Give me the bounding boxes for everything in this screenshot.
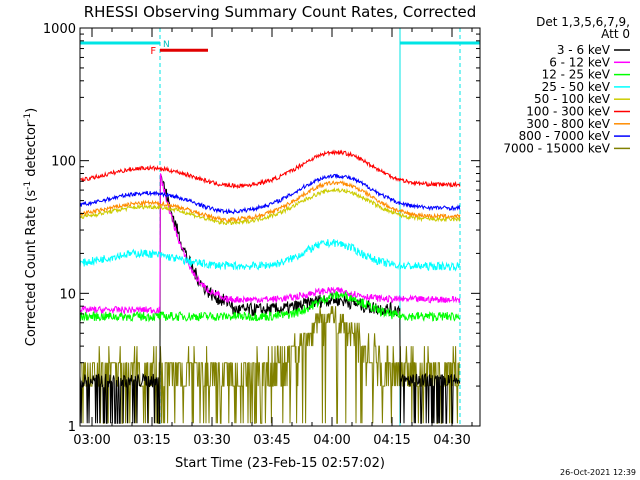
flag-label-n: N bbox=[163, 40, 170, 50]
chart-title: RHESSI Observing Summary Count Rates, Co… bbox=[84, 3, 477, 21]
y-axis-label-end: ) bbox=[24, 108, 39, 113]
legend-label: 7000 - 15000 keV bbox=[503, 141, 610, 155]
legend-label: 3 - 6 keV bbox=[557, 43, 611, 57]
x-tick-label: 04:30 bbox=[433, 433, 470, 448]
series-line-25-50keV bbox=[79, 239, 461, 272]
series-line-12-25keV bbox=[79, 289, 461, 323]
legend-label: 6 - 12 keV bbox=[549, 55, 611, 69]
legend-label: 50 - 100 keV bbox=[534, 92, 611, 106]
legend-header-line2: Att 0 bbox=[601, 27, 630, 41]
x-tick-label: 04:00 bbox=[313, 433, 350, 448]
x-axis-label: Start Time (23-Feb-15 02:57:02) bbox=[175, 456, 385, 471]
series-line-100-300keV bbox=[79, 149, 461, 190]
axis-ticks: 03:00 03:15 03:30 03:45 04:00 04:15 04:30 1 10 10… bbox=[43, 22, 480, 448]
y-axis-label-mid: detector bbox=[24, 121, 39, 181]
y-axis-label-main: Corrected Count Rate (s bbox=[24, 190, 39, 347]
legend-label: 100 - 300 keV bbox=[526, 105, 610, 119]
x-tick-label: 04:15 bbox=[373, 433, 410, 448]
y-axis-label-sup2: -1 bbox=[23, 113, 33, 122]
legend-header-line1: Det 1,3,5,6,7,9, bbox=[536, 15, 630, 29]
series-line-6-12keV bbox=[79, 173, 461, 315]
y-tick-label: 1000 bbox=[43, 22, 76, 37]
x-tick-label: 03:45 bbox=[253, 433, 290, 448]
series-line-800-7000keV bbox=[79, 173, 461, 215]
y-axis-label: Corrected Count Rate (s-1 detector-1) bbox=[23, 108, 39, 346]
plot-frame bbox=[79, 27, 481, 427]
y-axis-label-sup1: -1 bbox=[23, 181, 33, 190]
y-tick-label: 1 bbox=[68, 420, 76, 435]
x-tick-label: 03:15 bbox=[133, 433, 170, 448]
series-line-50-100keV bbox=[79, 187, 461, 226]
series-line-7000-15000keV bbox=[80, 306, 460, 424]
legend-label: 800 - 7000 keV bbox=[519, 129, 611, 143]
flag-label-f: F bbox=[150, 46, 156, 57]
y-tick-label: 10 bbox=[59, 287, 76, 302]
x-tick-label: 03:30 bbox=[193, 433, 230, 448]
series-line-300-800keV bbox=[79, 180, 461, 223]
y-tick-label: 100 bbox=[51, 155, 76, 170]
legend-label: 25 - 50 keV bbox=[542, 80, 611, 94]
x-tick-label: 03:00 bbox=[73, 433, 110, 448]
footer-timestamp: 26-Oct-2021 12:39 bbox=[560, 468, 636, 477]
legend-label: 12 - 25 keV bbox=[542, 68, 611, 82]
legend-label: 300 - 800 keV bbox=[526, 117, 610, 131]
